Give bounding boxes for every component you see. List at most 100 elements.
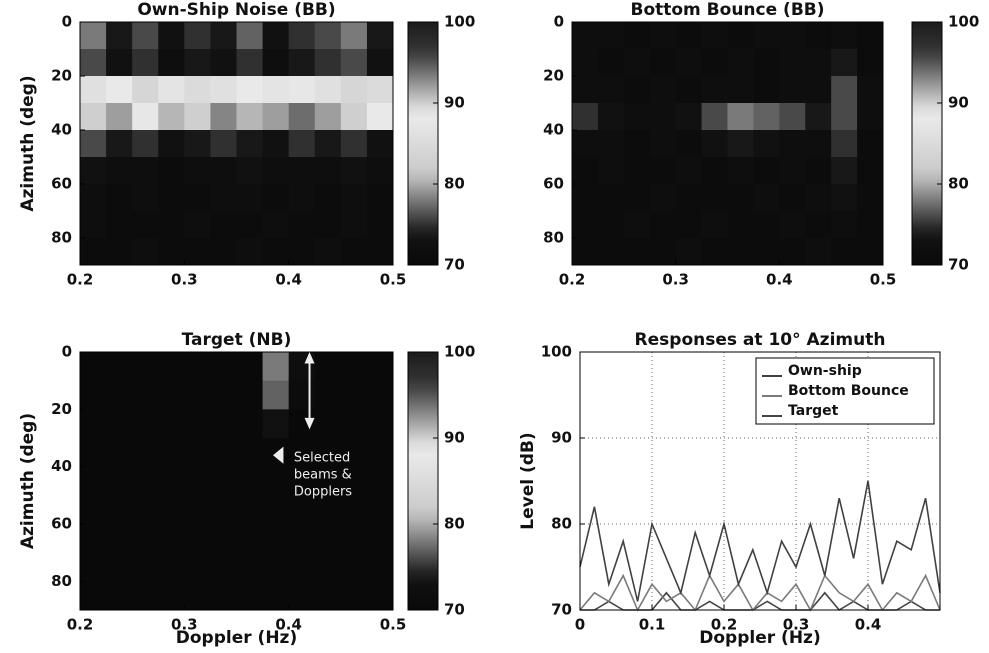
colorbar-tick-label: 100 — [948, 13, 979, 31]
heatmap-cell — [366, 211, 394, 239]
heatmap-cell — [623, 49, 651, 77]
heatmap-cell — [158, 157, 185, 185]
heatmap-cell — [184, 157, 211, 185]
x-tick-label: 0.2 — [67, 271, 94, 289]
heatmap-cell — [236, 581, 264, 611]
colorbar-tick-label: 100 — [444, 13, 475, 31]
axes-frame — [79, 351, 394, 611]
heatmap-cell — [288, 49, 316, 77]
y-tick-label: 80 — [551, 515, 572, 533]
x-tick-label: 0.5 — [380, 616, 407, 634]
y-tick-label: 20 — [51, 67, 72, 85]
heatmap-cell — [288, 495, 316, 525]
heatmap-cell — [314, 552, 342, 582]
heatmap-cell — [80, 466, 107, 496]
y-tick-label: 60 — [51, 515, 72, 533]
heatmap-cell — [210, 552, 237, 582]
heatmap-cell — [236, 524, 264, 554]
heatmap-cell — [184, 211, 211, 239]
heatmap-cell — [132, 211, 159, 239]
heatmap-cell — [184, 380, 211, 410]
heatmap-cell — [184, 581, 211, 611]
heatmap-cell — [106, 49, 133, 77]
heatmap-cell — [184, 495, 211, 525]
heatmap-cell — [340, 49, 368, 77]
heatmap-cell — [158, 238, 185, 266]
x-tick-label: 0.2 — [559, 271, 586, 289]
heatmap-cell — [701, 157, 728, 185]
heatmap-cell — [158, 76, 185, 104]
heatmap-cell — [132, 409, 159, 439]
y-tick-label: 40 — [51, 457, 72, 475]
heatmap-cell — [857, 238, 884, 266]
heatmap-cell — [236, 238, 264, 266]
heatmap-cell — [597, 238, 625, 266]
heatmap-cell — [262, 552, 290, 582]
panel-title: Bottom Bounce (BB) — [630, 0, 824, 20]
heatmap-cell — [236, 495, 264, 525]
x-tick-label: 0.3 — [783, 616, 810, 634]
heatmap-cell — [262, 76, 290, 104]
heatmap-cell — [366, 380, 394, 410]
heatmap-cell — [210, 352, 237, 382]
heatmap-cell — [675, 130, 703, 158]
heatmap-cell — [340, 157, 368, 185]
y-tick-label: 0 — [62, 343, 72, 361]
y-tick-label: 80 — [51, 572, 72, 590]
heatmap-cell — [288, 466, 316, 496]
heatmap-cell — [132, 103, 159, 131]
heatmap-cell — [727, 76, 754, 104]
heatmap-cell — [779, 184, 806, 212]
heatmap-cell — [132, 22, 159, 50]
heatmap-cell — [701, 130, 728, 158]
x-tick-label: 0.5 — [870, 271, 897, 289]
heatmap-cell — [701, 184, 728, 212]
heatmap-cell — [184, 103, 211, 131]
heatmap-cell — [236, 380, 264, 410]
heatmap-cell — [314, 103, 342, 131]
heatmap-cell — [649, 130, 677, 158]
heatmap-cell — [262, 103, 290, 131]
heatmap-cell — [80, 130, 107, 158]
heatmap-cell — [80, 184, 107, 212]
heatmap-cell — [779, 103, 806, 131]
heatmap-cell — [753, 76, 780, 104]
heatmap-cell — [857, 49, 884, 77]
heatmap-cell — [597, 49, 625, 77]
heatmap-cell — [366, 22, 394, 50]
y-tick-label: 70 — [551, 601, 572, 619]
heatmap-cell — [288, 524, 316, 554]
heatmap-cell — [366, 495, 394, 525]
heatmap-cell — [572, 76, 599, 104]
heatmap-cell — [831, 184, 858, 212]
heatmap-cell — [675, 76, 703, 104]
heatmap-cell — [184, 76, 211, 104]
annotation-text: Selected — [294, 451, 350, 466]
heatmap-cell — [805, 184, 832, 212]
heatmap-cell — [649, 22, 677, 50]
heatmap-cell — [675, 157, 703, 185]
x-tick-label: 0.4 — [766, 271, 793, 289]
x-tick-label: 0.4 — [275, 271, 302, 289]
heatmap-cell — [288, 238, 316, 266]
heatmap-cell — [106, 76, 133, 104]
heatmap-cell — [805, 238, 832, 266]
legend-label: Own-ship — [788, 363, 862, 379]
heatmap-cell — [340, 409, 368, 439]
heatmap-cell — [779, 238, 806, 266]
heatmap-cell — [340, 22, 368, 50]
y-tick-label: 40 — [51, 121, 72, 139]
heatmap-cell — [158, 438, 185, 468]
heatmap-cell — [675, 184, 703, 212]
heatmap-cell — [210, 438, 237, 468]
heatmap-cell — [132, 238, 159, 266]
heatmap-cell — [158, 22, 185, 50]
heatmap-cell — [572, 184, 599, 212]
heatmap-cell — [727, 49, 754, 77]
heatmap-cell — [132, 352, 159, 382]
heatmap-cell — [288, 184, 316, 212]
heatmap-cell — [340, 76, 368, 104]
y-tick-label: 60 — [51, 175, 72, 193]
heatmap-cell — [701, 22, 728, 50]
heatmap-cell — [675, 103, 703, 131]
